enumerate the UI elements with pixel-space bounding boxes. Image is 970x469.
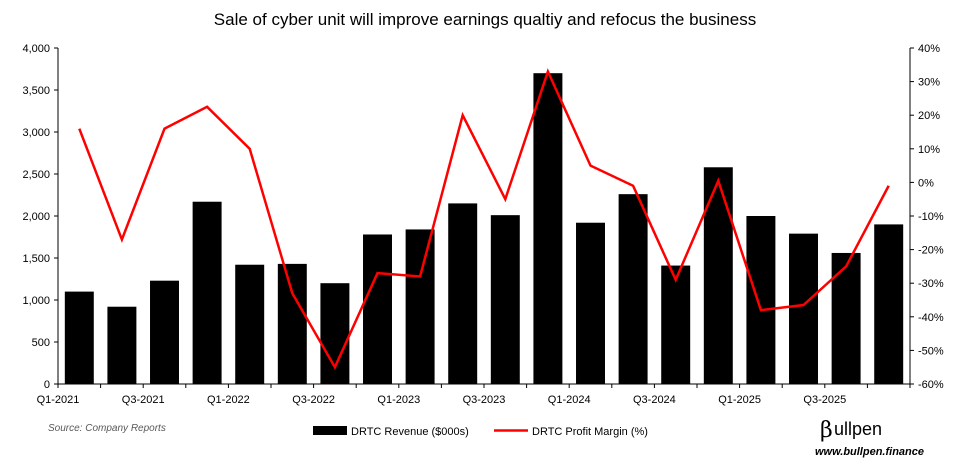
y-right-tick-label: -10% (918, 211, 944, 223)
bar-revenue-q4-2021 (192, 201, 222, 384)
chart-title: Sale of cyber unit will improve earnings… (214, 10, 756, 29)
axes: 0 500 1,000 1,500 2,000 2,500 3,000 3,500 4,000 -… (22, 43, 943, 406)
y-left-tick-label: 2,500 (22, 169, 50, 181)
y-right-tick-label: -60% (918, 379, 944, 391)
y-right-tick-label: 20% (918, 110, 940, 122)
x-tick-label: Q1-2022 (207, 394, 250, 406)
revenue-bars (64, 73, 904, 384)
y-right-tick-label: -40% (918, 312, 944, 324)
x-tick-label: Q1-2023 (377, 394, 420, 406)
brand-logo: β ullpen (820, 418, 882, 443)
bar-revenue-q4-2023 (533, 73, 563, 384)
legend-revenue-label: DRTC Revenue ($000s) (351, 426, 469, 438)
bar-revenue-q2-2025 (789, 233, 818, 384)
bar-revenue-q4-2022 (363, 234, 392, 384)
bar-revenue-q2-2023 (448, 203, 478, 384)
legend: DRTC Revenue ($000s) DRTC Profit Margin … (313, 426, 648, 438)
margin-line-layer (78, 68, 890, 370)
y-left-tick-label: 500 (32, 337, 50, 349)
bar-revenue-q3-2024 (661, 265, 691, 384)
y-left-tick-label: 1,500 (22, 253, 50, 265)
y-left-tick-label: 1,000 (22, 295, 50, 307)
x-tick-label: Q3-2024 (633, 394, 676, 406)
y-right-tick-label: -20% (918, 245, 944, 257)
x-tick-label: Q3-2025 (803, 394, 846, 406)
y-right-tick-label: 10% (918, 144, 940, 156)
bar-revenue-q1-2024 (576, 222, 605, 384)
bar-revenue-q4-2024 (703, 167, 733, 384)
bar-revenue-q1-2021 (64, 291, 94, 384)
y-right-tick-label: -50% (918, 345, 944, 357)
bar-revenue-q1-2022 (235, 264, 265, 384)
y-left-tick-label: 2,000 (22, 211, 50, 223)
x-tick-label: Q1-2024 (548, 394, 591, 406)
y-left-tick-label: 4,000 (22, 43, 50, 55)
legend-revenue-swatch (313, 426, 347, 435)
y-left-tick-label: 0 (44, 379, 50, 391)
bar-revenue-q2-2022 (277, 263, 307, 384)
bar-revenue-q3-2021 (150, 280, 179, 384)
x-tick-label: Q1-2025 (718, 394, 761, 406)
legend-margin-label: DRTC Profit Margin (%) (532, 426, 648, 438)
x-tick-label: Q3-2022 (292, 394, 335, 406)
series-line-profit-margin (78, 68, 890, 370)
website-url: www.bullpen.finance (815, 446, 924, 458)
x-tick-label: Q3-2021 (122, 394, 165, 406)
bar-revenue-q1-2023 (405, 229, 435, 384)
y-left-tick-label: 3,000 (22, 127, 50, 139)
y-right-tick-label: -30% (918, 278, 944, 290)
brand-name: ullpen (834, 419, 882, 439)
y-right-tick-label: 0% (918, 177, 934, 189)
bar-revenue-q3-2023 (490, 215, 520, 384)
bar-revenue-q2-2021 (107, 306, 137, 384)
bar-revenue-q3-2025 (831, 252, 861, 384)
bar-revenue-q2-2024 (618, 194, 648, 384)
source-note: Source: Company Reports (48, 423, 166, 434)
x-tick-label: Q3-2023 (463, 394, 506, 406)
bar-revenue-q4-2025 (874, 224, 904, 384)
y-right-tick-label: 30% (918, 77, 940, 89)
bar-revenue-q1-2025 (746, 216, 776, 384)
y-right-tick-label: 40% (918, 43, 940, 55)
y-left-tick-label: 3,500 (22, 85, 50, 97)
x-tick-label: Q1-2021 (37, 394, 80, 406)
brand-beta-glyph: β (820, 418, 833, 443)
